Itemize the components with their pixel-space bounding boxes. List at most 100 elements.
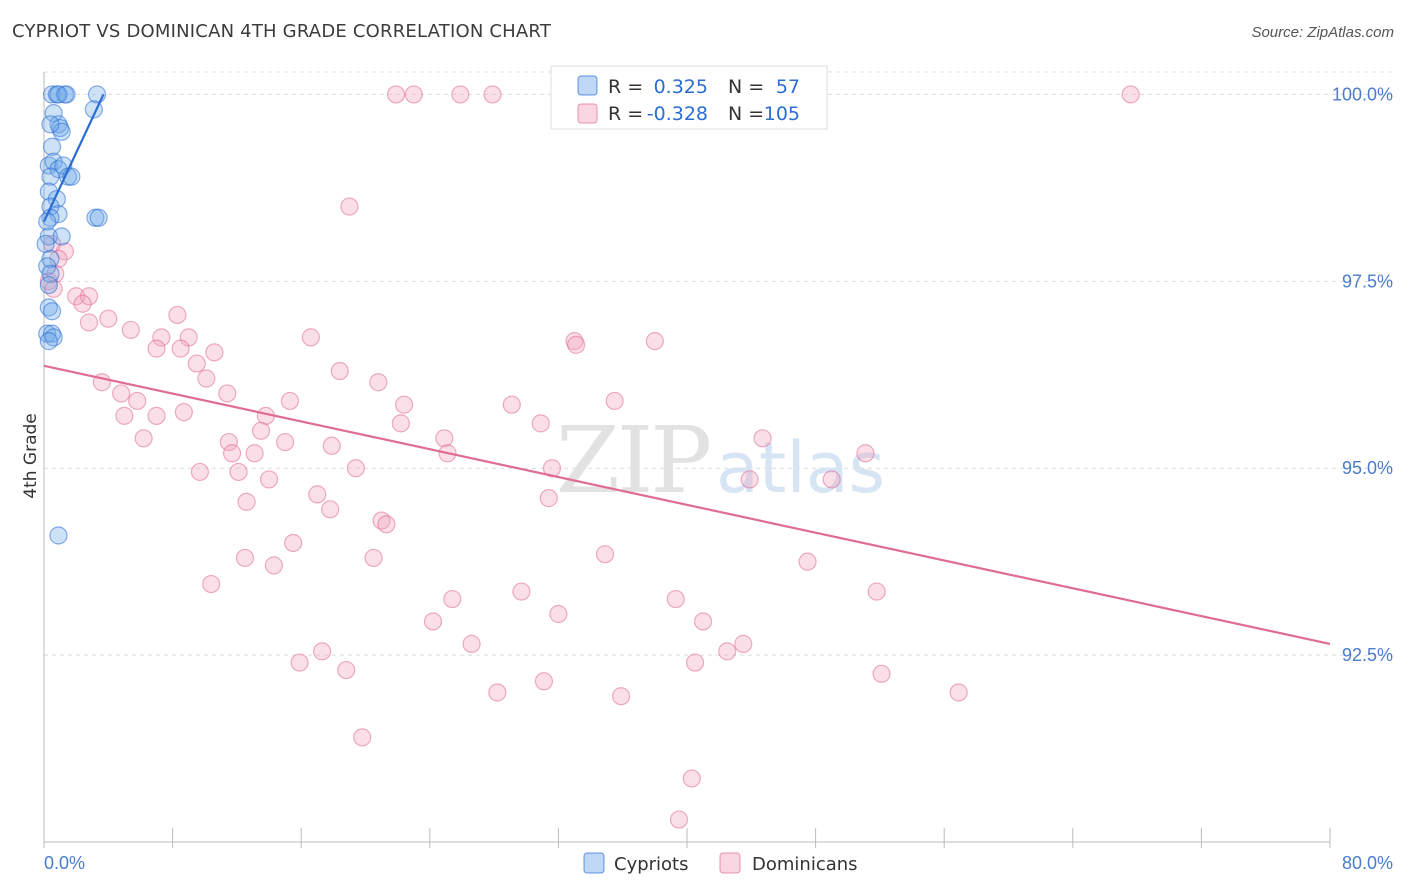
dominicans-point	[488, 683, 507, 702]
dominicans-point	[740, 470, 759, 489]
dominicans-point	[949, 683, 968, 702]
dominicans-point	[734, 634, 753, 653]
dominicans-point	[353, 728, 372, 747]
cypriots-point	[39, 332, 58, 351]
dominicans-points	[39, 85, 1140, 829]
y-tick-label: 97.5%	[1342, 271, 1393, 291]
dominicans-point	[404, 85, 423, 104]
dominicans-point	[423, 612, 443, 631]
dominicans-point	[218, 384, 237, 403]
cypriots-bottom-swatch	[583, 852, 605, 874]
watermark: ZIP atlas	[556, 407, 885, 514]
dominicans-point	[115, 406, 134, 425]
cypriots-point	[42, 137, 62, 156]
x-tick-label: 0.0%	[44, 853, 85, 873]
dominicans-point	[222, 444, 242, 463]
dominicans-point	[152, 328, 171, 347]
dominicans-point	[187, 354, 206, 373]
dominicans-n-label: N =	[728, 103, 764, 125]
cypriots-n-label: N =	[728, 76, 764, 98]
dominicans-point	[264, 556, 283, 575]
dominicans-point	[867, 582, 886, 601]
dominicans-point	[229, 462, 248, 482]
cypriots-trend-line	[43, 93, 105, 222]
dominicans-point	[512, 582, 531, 601]
cypriots-point	[49, 85, 68, 104]
dominicans-point	[386, 85, 406, 104]
dominicans-point	[669, 810, 689, 829]
dominicans-point	[502, 395, 521, 414]
dominicans-point	[337, 660, 356, 680]
cypriots-r-label: R =	[608, 76, 643, 98]
dominicans-point	[128, 391, 147, 411]
dominicans-point	[121, 320, 140, 340]
dominicans-point	[822, 470, 841, 489]
dominicans-point	[174, 403, 193, 422]
x-tick-label: 80.0%	[1342, 853, 1393, 873]
dominicans-point	[205, 343, 224, 362]
dominicans-point	[79, 313, 99, 332]
cypriots-point	[42, 302, 62, 321]
trend-lines	[43, 93, 1331, 645]
cypriots-point	[41, 115, 60, 134]
dominicans-point	[276, 432, 295, 452]
cypriots-bottom-label: Cypriots	[614, 854, 689, 875]
dominicans-point	[73, 294, 92, 313]
dominicans-point	[531, 414, 550, 433]
dominicans-legend-swatch	[577, 103, 598, 124]
cypriots-point	[89, 208, 108, 227]
dominicans-point	[340, 197, 359, 216]
dominicans-point	[462, 634, 481, 653]
cypriots-points	[36, 85, 108, 545]
y-tick-label: 95.0%	[1342, 458, 1393, 478]
dominicans-point	[55, 242, 74, 261]
dominicans-point	[245, 444, 264, 463]
bottom-legend: Cypriots Dominicans	[583, 852, 858, 875]
chart-title: CYPRIOT VS DOMINICAN 4TH GRADE CORRELATI…	[12, 21, 552, 42]
dominicans-point	[856, 444, 875, 463]
dominicans-point	[346, 459, 365, 478]
dominicans-r-value: -0.328	[647, 103, 708, 125]
dominicans-point	[235, 548, 255, 568]
dominicans-point	[219, 432, 238, 452]
cypriots-point	[52, 227, 71, 246]
dominicans-point	[451, 85, 470, 104]
dominicans-point	[605, 391, 624, 411]
dominicans-point	[666, 589, 685, 609]
dominicans-point	[134, 429, 153, 448]
dominicans-point	[611, 687, 631, 706]
dominicans-point	[330, 361, 349, 381]
dominicans-point	[237, 492, 256, 511]
dominicans-point	[312, 642, 332, 661]
x-tick-labels: 0.0% 80.0%	[44, 853, 1393, 873]
dominicans-point	[147, 339, 166, 358]
dominicans-r-label: R =	[608, 103, 643, 125]
dominicans-point	[595, 545, 615, 564]
dominicans-point	[1121, 85, 1140, 104]
dominicans-point	[693, 612, 713, 631]
dominicans-point	[112, 384, 131, 403]
dominicans-point	[99, 309, 118, 328]
watermark-zip: ZIP	[556, 407, 709, 514]
y-axis-title: 4th Grade	[21, 413, 41, 499]
dominicans-point	[197, 369, 216, 388]
dominicans-point	[171, 339, 190, 358]
cypriots-point	[39, 275, 58, 295]
dominicans-point	[566, 335, 586, 354]
dominicans-point	[259, 470, 279, 489]
dominicans-point	[798, 552, 817, 571]
dominicans-n-value: 105	[764, 103, 800, 125]
dominicans-point	[79, 287, 99, 306]
cypriots-n-value: 57	[776, 76, 800, 98]
watermark-atlas: atlas	[716, 427, 885, 509]
source-credit: Source: ZipAtlas.com	[1251, 24, 1394, 41]
dominicans-point	[251, 421, 271, 440]
dominicans-point	[284, 533, 303, 553]
dominicans-point	[435, 429, 454, 448]
dominicans-trend-line	[43, 364, 1331, 645]
dominicans-point	[534, 672, 554, 691]
dominicans-point	[549, 604, 568, 624]
dominicans-point	[394, 395, 414, 414]
y-tick-label: 100.0%	[1332, 84, 1393, 104]
